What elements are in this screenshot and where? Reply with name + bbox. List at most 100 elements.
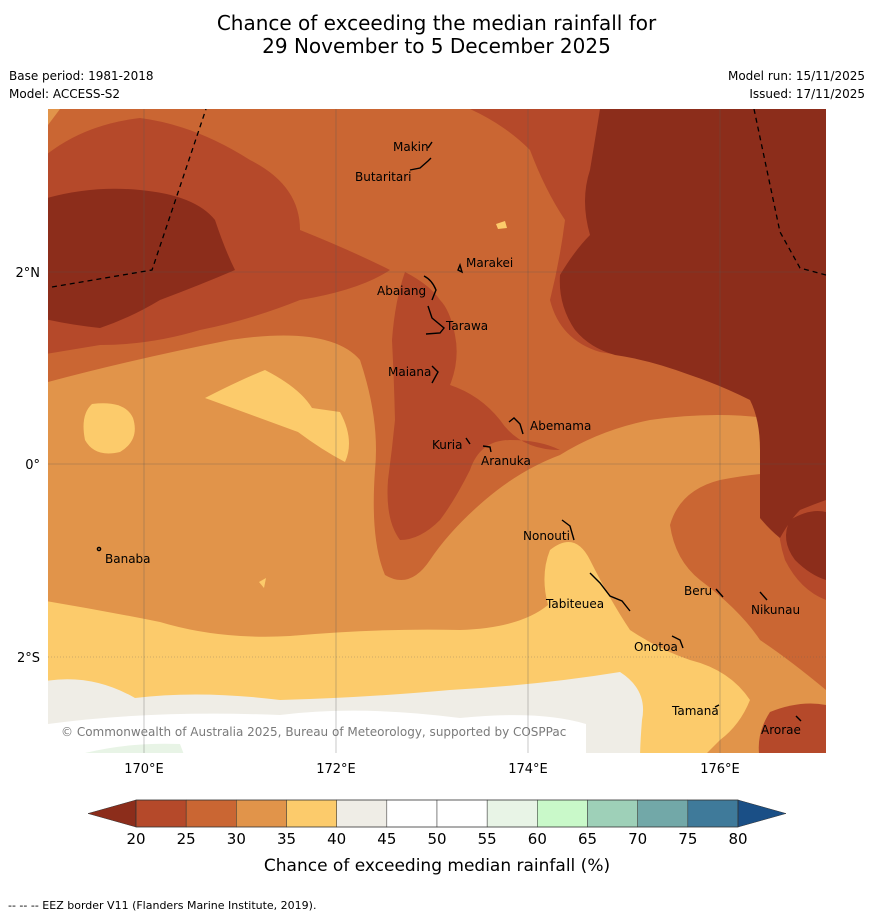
blob-40-45-centre <box>205 370 349 462</box>
colorbar-tick-75: 75 <box>678 830 697 848</box>
island-maiana <box>431 365 439 384</box>
band-25-30-centre <box>387 272 560 540</box>
model-name: Model: ACCESS-S2 <box>9 87 121 101</box>
y-tick-2n: 2°N <box>16 266 41 281</box>
colorbar-cell-75 <box>687 799 739 828</box>
title-line-2: 29 November to 5 December 2025 <box>262 34 611 58</box>
colorbar-tick-30: 30 <box>227 830 246 848</box>
island-tabiteuea <box>589 572 631 612</box>
x-tick-176e: 176°E <box>700 762 740 777</box>
colorbar-tick-45: 45 <box>377 830 396 848</box>
x-tick-170e: 170°E <box>124 762 164 777</box>
colorbar-label: Chance of exceeding median rainfall (%) <box>264 856 610 876</box>
label-onotoa: Onotoa <box>634 640 678 654</box>
label-beru: Beru <box>684 584 712 598</box>
y-tick-0: 0° <box>25 458 40 473</box>
colorbar-tick-40: 40 <box>327 830 346 848</box>
model-run: Model run: 15/11/2025 <box>727 69 865 83</box>
island-makin <box>427 141 433 149</box>
axis-labels: 170°E 172°E 174°E 176°E 2°N 0° 2°S <box>16 266 740 777</box>
blob-40-45-north <box>496 221 507 229</box>
island-banaba <box>96 546 102 552</box>
x-tick-174e: 174°E <box>508 762 548 777</box>
colorbar-tick-25: 25 <box>177 830 196 848</box>
island-kuria <box>465 437 471 445</box>
island-aranuka <box>482 445 492 453</box>
colorbar-tick-20: 20 <box>126 830 145 848</box>
colorbar-cell-65 <box>587 799 638 828</box>
label-abaiang: Abaiang <box>377 284 426 298</box>
colorbar-ticks: 20 25 30 35 40 45 50 55 60 65 70 75 80 <box>126 830 747 848</box>
colorbar-outline <box>135 799 739 828</box>
blob-40-45-west <box>83 403 135 454</box>
label-tamana: Tamana <box>671 704 719 718</box>
colorbar-tick-50: 50 <box>427 830 446 848</box>
colorbar-tick-55: 55 <box>478 830 497 848</box>
island-labels: Makin Butaritari Marakei Abaiang Tarawa … <box>105 140 801 737</box>
island-tarawa <box>425 305 445 335</box>
island-butaritari <box>409 157 432 171</box>
label-makin: Makin <box>393 140 429 154</box>
gridlines <box>48 109 826 753</box>
colorbar-cell-50 <box>436 799 488 828</box>
island-onotoa <box>671 635 684 649</box>
title-line-1: Chance of exceeding the median rainfall … <box>216 11 657 35</box>
label-tarawa: Tarawa <box>445 319 488 333</box>
blob-40-45-tiny <box>259 578 266 588</box>
colorbar-cells <box>135 799 739 828</box>
island-tamana <box>714 704 720 708</box>
island-outlines <box>96 141 802 722</box>
colorbar-tick-35: 35 <box>277 830 296 848</box>
label-tabiteuea: Tabiteuea <box>545 597 604 611</box>
island-beru <box>715 588 724 598</box>
eez-border <box>51 109 826 288</box>
label-kuria: Kuria <box>432 438 463 452</box>
island-arorae <box>795 715 802 722</box>
colorbar-cell-60 <box>537 799 588 828</box>
issued-date: Issued: 17/11/2025 <box>749 87 865 101</box>
colorbar-cell-20 <box>135 799 187 828</box>
label-banaba: Banaba <box>105 552 151 566</box>
colorbar-high-arrow <box>737 799 787 828</box>
island-nonouti <box>561 519 575 541</box>
colorbar-cell-30 <box>236 799 287 828</box>
island-abemama <box>508 417 524 435</box>
rainfall-map-area: Makin Butaritari Marakei Abaiang Tarawa … <box>48 109 826 753</box>
colorbar-cell-25 <box>185 799 237 828</box>
label-maiana: Maiana <box>388 365 431 379</box>
label-butaritari: Butaritari <box>355 170 412 184</box>
colorbar-cell-45 <box>386 799 438 828</box>
island-nikunau <box>759 591 768 601</box>
label-nonouti: Nonouti <box>523 529 570 543</box>
colorbar-tick-70: 70 <box>628 830 647 848</box>
y-tick-2s: 2°S <box>17 651 40 666</box>
colorbar-tick-65: 65 <box>578 830 597 848</box>
base-period: Base period: 1981-2018 <box>9 69 154 83</box>
colorbar-low-arrow <box>87 799 137 828</box>
colorbar-cell-70 <box>637 799 689 828</box>
map-title: Chance of exceeding the median rainfall … <box>0 12 873 58</box>
band-20-25-southeast <box>786 511 826 580</box>
label-arorae: Arorae <box>761 723 801 737</box>
label-abemama: Abemama <box>530 419 591 433</box>
island-marakei <box>457 262 464 274</box>
band-35-40-patch <box>48 109 60 125</box>
band-20-25-east <box>559 109 826 538</box>
meta-right: Model run: 15/11/2025 Issued: 17/11/2025 <box>728 67 865 103</box>
colorbar-cell-55 <box>486 799 538 828</box>
colorbar-cell-40 <box>336 799 388 828</box>
copyright-text: © Commonwealth of Australia 2025, Bureau… <box>61 725 566 739</box>
label-nikunau: Nikunau <box>751 603 800 617</box>
colorbar-cell-35 <box>286 799 337 828</box>
x-tick-172e: 172°E <box>316 762 356 777</box>
eez-footnote: -- -- -- EEZ border V11 (Flanders Marine… <box>8 899 317 912</box>
band-50-55 <box>48 710 587 753</box>
label-marakei: Marakei <box>466 256 513 270</box>
band-20-25-west <box>48 188 235 328</box>
label-aranuka: Aranuka <box>481 454 531 468</box>
colorbar: 20 25 30 35 40 45 50 55 60 65 70 75 80 Chance of exc… <box>87 799 787 876</box>
colorbar-tick-60: 60 <box>528 830 547 848</box>
band-55-60 <box>85 743 184 753</box>
colorbar-tick-80: 80 <box>728 830 747 848</box>
